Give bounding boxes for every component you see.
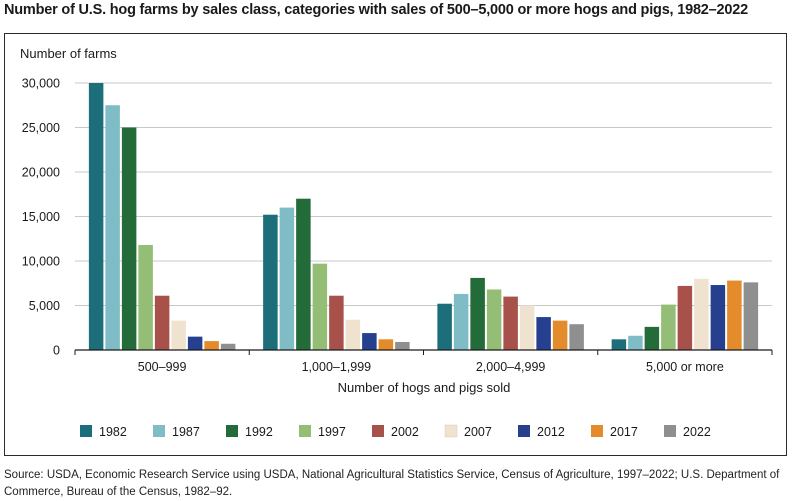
bar-1992-3 [470,277,485,350]
bar-2022-3 [569,324,584,350]
legend-label-1987: 1987 [172,425,200,439]
y-tick-label: 0 [53,344,60,358]
bar-2007-1 [171,320,186,350]
bar-2022-1 [220,343,236,350]
legend: 1982 1987 1992 1997 2002 2007 2012 2017 2022 [80,424,711,439]
bar-1982-4 [611,339,627,350]
x-axis: 500–999 1,000–1,999 2,000–4,999 5,000 or mo… [74,349,773,374]
bar-1982-2 [263,214,278,350]
bar-1987-2 [279,207,295,350]
bar-2012-3 [536,317,551,350]
bar-1997-2 [312,263,328,350]
bar-2002-1 [154,295,170,350]
bar-2007-2 [345,319,361,350]
x-tick-label: 1,000–1,999 [302,360,372,374]
y-tick-label: 10,000 [22,255,60,269]
legend-swatch-1982 [80,425,92,437]
bar-1997-1 [138,244,153,350]
bar-2012-2 [362,333,377,350]
legend-label-2002: 2002 [391,425,419,439]
legend-label-1997: 1997 [318,425,346,439]
bar-1992-4 [644,326,660,350]
bar-1992-1 [121,127,137,350]
bar-1982-1 [88,83,104,350]
bar-1987-3 [453,293,469,350]
bar-2012-1 [187,336,203,350]
x-tick-label: 500–999 [138,360,187,374]
legend-swatch-2012 [518,425,530,437]
bar-2002-3 [503,296,518,350]
legend-swatch-1987 [153,425,165,437]
legend-label-1982: 1982 [99,425,127,439]
bar-2022-2 [395,341,410,350]
bar-1987-4 [628,335,643,350]
bar-1997-4 [661,304,676,350]
bar-2022-4 [743,282,759,350]
bar-1982-3 [437,303,452,350]
y-tick-labels: 0 5,000 10,000 15,000 20,000 25,000 30,000 [22,77,60,358]
bar-2002-2 [329,295,344,350]
legend-swatch-2022 [664,425,676,437]
y-tick-label: 5,000 [29,299,60,313]
legend-label-2007: 2007 [464,425,492,439]
y-tick-label: 15,000 [22,210,60,224]
bar-2017-1 [204,341,219,350]
x-axis-label: Number of hogs and pigs sold [338,380,511,395]
y-axis-label: Number of farms [20,46,117,61]
gridlines [75,82,772,306]
bar-2012-4 [710,285,726,350]
y-tick-label: 30,000 [22,77,60,91]
y-tick-label: 20,000 [22,166,60,180]
bar-1992-2 [296,198,311,350]
bar-2017-4 [727,280,742,350]
legend-label-2022: 2022 [683,425,711,439]
bar-1997-3 [486,289,502,350]
bar-2017-2 [378,339,394,350]
x-tick-label: 5,000 or more [646,360,724,374]
bar-2007-4 [694,278,709,350]
bars [88,83,759,350]
bar-1987-1 [105,105,120,350]
legend-label-2012: 2012 [537,425,565,439]
legend-swatch-2007 [444,424,458,438]
legend-swatch-1992 [226,425,238,437]
chart-title: Number of U.S. hog farms by sales class,… [4,2,748,18]
legend-label-1992: 1992 [245,425,273,439]
legend-swatch-2017 [591,425,603,437]
x-tick-label: 2,000–4,999 [476,360,546,374]
legend-swatch-2002 [372,425,384,437]
bar-2007-3 [519,305,535,350]
chart-frame [4,33,787,456]
bar-2017-3 [552,320,568,350]
y-tick-label: 25,000 [22,121,60,135]
bar-2002-4 [677,285,693,350]
legend-swatch-1997 [299,425,311,437]
source-note: Source: USDA, Economic Research Service … [4,469,780,498]
legend-label-2017: 2017 [610,425,638,439]
